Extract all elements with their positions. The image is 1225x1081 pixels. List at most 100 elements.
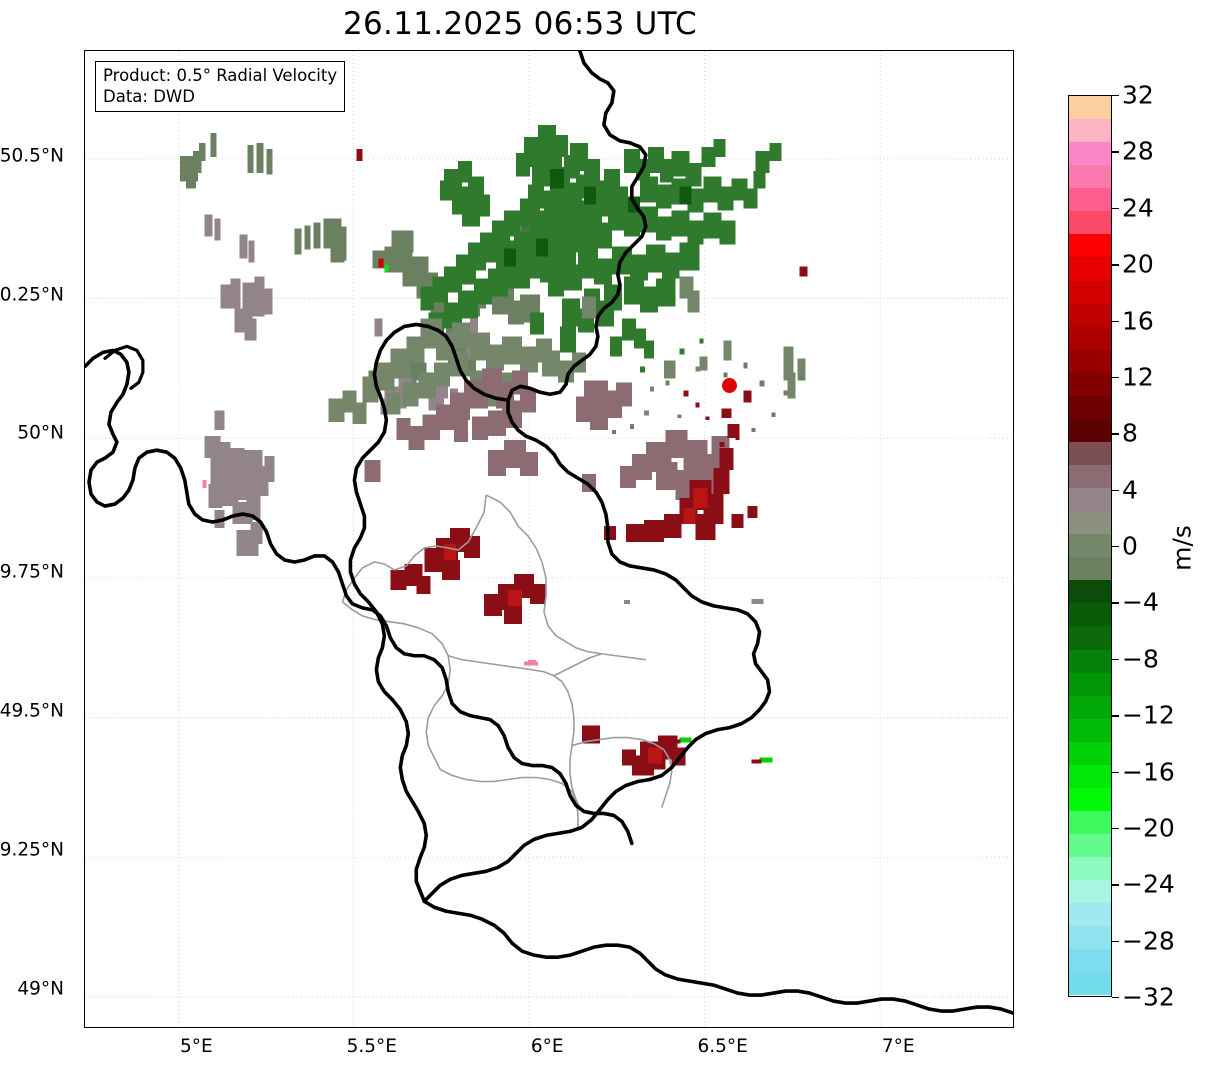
colorbar-segment — [1069, 649, 1111, 673]
colorbar-tick-label: −24 — [1122, 869, 1175, 899]
colorbar-segment — [1069, 926, 1111, 950]
colorbar-segment — [1069, 741, 1111, 765]
radar-station-marker — [722, 378, 737, 393]
colorbar-tick-label: 28 — [1122, 136, 1154, 166]
colorbar-segment — [1069, 418, 1111, 442]
internal-admin-boundaries — [341, 494, 673, 828]
colorbar-segment — [1069, 165, 1111, 189]
colorbar-segment — [1069, 441, 1111, 465]
colorbar-segment — [1069, 672, 1111, 696]
colorbar-tick-mark — [1112, 884, 1119, 886]
colorbar-segment — [1069, 949, 1111, 973]
x-tick-label: 7°E — [881, 1036, 915, 1057]
colorbar-segment — [1069, 465, 1111, 489]
y-tick-label: 49.25°N — [0, 839, 64, 861]
colorbar-segment — [1069, 787, 1111, 811]
x-tick-label: 6.5°E — [697, 1036, 748, 1057]
colorbar-tick-mark — [1112, 771, 1119, 773]
echo-group-specks — [378, 258, 804, 764]
map-axes[interactable]: Product: 0.5° Radial Velocity Data: DWD — [84, 50, 1014, 1028]
colorbar-tick-label: 4 — [1122, 475, 1138, 505]
colorbar-segment — [1069, 834, 1111, 858]
echo-group-pink — [202, 480, 539, 666]
colorbar-tick-label: 20 — [1122, 249, 1154, 279]
colorbar-segment — [1069, 488, 1111, 512]
y-tick-label: 49°N — [17, 978, 64, 1000]
colorbar-title: m/s — [1167, 525, 1197, 571]
colorbar-tick-mark — [1112, 827, 1119, 830]
colorbar-tick-mark — [1112, 489, 1119, 492]
colorbar-tick-mark — [1112, 376, 1119, 379]
colorbar-tick-mark — [1112, 546, 1119, 548]
colorbar-segment — [1069, 972, 1111, 996]
colorbar-tick-mark — [1112, 997, 1119, 999]
x-tick-label: 5°E — [179, 1036, 213, 1057]
colorbar-tick-label: −20 — [1122, 813, 1175, 843]
colorbar-segment — [1069, 142, 1111, 166]
colorbar-tick-mark — [1112, 715, 1119, 717]
country-borders — [85, 51, 1013, 1015]
page-title: 26.11.2025 06:53 UTC — [343, 6, 697, 42]
colorbar-segment — [1069, 395, 1111, 419]
colorbar-tick-mark — [1112, 320, 1119, 322]
echo-group-red-mid — [444, 488, 708, 764]
colorbar-segment — [1069, 880, 1111, 904]
colorbar-tick-mark — [1112, 433, 1119, 435]
colorbar-segment — [1069, 810, 1111, 834]
colorbar-segment — [1069, 534, 1111, 558]
colorbar-segment — [1069, 718, 1111, 742]
colorbar-segment — [1069, 349, 1111, 373]
radar-map — [85, 51, 1013, 1027]
colorbar[interactable] — [1068, 95, 1112, 997]
colorbar-segment — [1069, 119, 1111, 143]
colorbar-tick-label: 24 — [1122, 193, 1154, 223]
colorbar-tick-label: 32 — [1122, 80, 1154, 110]
colorbar-segment — [1069, 695, 1111, 719]
info-box: Product: 0.5° Radial Velocity Data: DWD — [95, 61, 346, 113]
colorbar-tick-mark — [1112, 151, 1119, 153]
colorbar-tick-label: −12 — [1122, 700, 1175, 730]
colorbar-segment — [1069, 211, 1111, 235]
colorbar-segment — [1069, 903, 1111, 927]
colorbar-tick-label: 0 — [1122, 531, 1138, 561]
colorbar-tick-label: −8 — [1122, 644, 1159, 674]
echo-group-mauve-north — [364, 368, 730, 507]
colorbar-tick-mark — [1112, 95, 1119, 97]
colorbar-tick-mark — [1112, 264, 1119, 266]
colorbar-tick-mark — [1112, 940, 1119, 943]
colorbar-segment — [1069, 188, 1111, 212]
colorbar-tick-label: 12 — [1122, 362, 1154, 392]
colorbar-segment — [1069, 511, 1111, 535]
x-tick-label: 5.5°E — [346, 1036, 397, 1057]
info-product-line: Product: 0.5° Radial Velocity — [103, 66, 338, 85]
colorbar-tick-mark — [1112, 207, 1119, 210]
y-tick-label: 50.5°N — [0, 145, 64, 167]
y-tick-label: 50°N — [17, 422, 64, 444]
colorbar-tick-mark — [1112, 658, 1119, 661]
y-tick-label: 49.5°N — [0, 700, 64, 722]
colorbar-tick-label: −4 — [1122, 587, 1159, 617]
y-tick-label: 49.75°N — [0, 561, 64, 583]
colorbar-segment — [1069, 764, 1111, 788]
colorbar-segment — [1069, 372, 1111, 396]
colorbar-segment — [1069, 626, 1111, 650]
info-data-line: Data: DWD — [103, 87, 195, 107]
colorbar-segment — [1069, 580, 1111, 604]
colorbar-tick-label: 16 — [1122, 306, 1154, 335]
colorbar-tick-label: −16 — [1122, 757, 1175, 786]
colorbar-segment — [1069, 326, 1111, 350]
colorbar-tick-mark — [1112, 602, 1119, 604]
colorbar-segment — [1069, 280, 1111, 304]
colorbar-segment — [1069, 96, 1111, 120]
colorbar-segment — [1069, 557, 1111, 581]
colorbar-tick-label: −28 — [1122, 926, 1175, 956]
colorbar-segment — [1069, 257, 1111, 281]
colorbar-segment — [1069, 303, 1111, 327]
colorbar-segment — [1069, 234, 1111, 258]
colorbar-tick-label: 8 — [1122, 418, 1138, 448]
colorbar-segment — [1069, 857, 1111, 881]
colorbar-tick-label: −32 — [1122, 982, 1175, 1012]
colorbar-segment — [1069, 603, 1111, 627]
x-tick-label: 6°E — [530, 1036, 564, 1057]
